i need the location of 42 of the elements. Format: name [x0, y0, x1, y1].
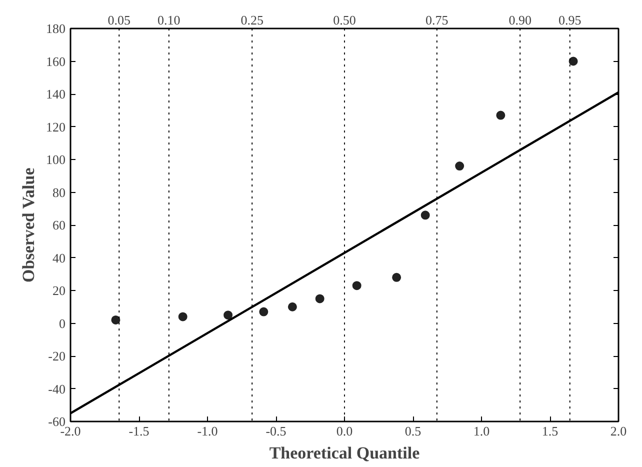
text: 0.10 [158, 12, 180, 28]
point [315, 294, 324, 304]
text: 0.75 [426, 12, 448, 28]
x-tick-label: 1.0 [473, 424, 490, 438]
y-tick-label: 160 [46, 54, 66, 69]
x-tick-label: 1.5 [542, 424, 558, 438]
point [259, 307, 268, 316]
point [178, 312, 188, 322]
y-tick-label: -20 [48, 348, 66, 364]
point [455, 162, 464, 171]
x-tick-label: -1.0 [197, 424, 218, 438]
text: 0.05 [108, 12, 131, 28]
point [392, 272, 402, 282]
x-tick-label: 0.0 [336, 424, 353, 438]
y-tick-label: 100 [46, 152, 66, 167]
text: 0.50 [333, 12, 356, 28]
point [420, 210, 430, 220]
point [224, 310, 233, 320]
x-tick-label: 2.0 [610, 424, 627, 438]
y-tick-label: 140 [46, 86, 66, 102]
text: 0.25 [240, 12, 264, 28]
y-tick-label: 120 [46, 119, 66, 134]
x-axis-title: Theoretical Quantile [269, 444, 420, 462]
y-tick-label: 40 [52, 250, 66, 266]
y-axis-title: Observed Value [19, 167, 38, 283]
x-tick-label: 0.5 [404, 424, 422, 438]
y-tick-label: 0 [59, 316, 66, 331]
text: 0.95 [558, 12, 582, 28]
point [288, 302, 297, 312]
text: 0.90 [508, 12, 532, 28]
y-tick-label: -60 [48, 414, 66, 429]
y-tick-label: -40 [48, 381, 66, 396]
point [496, 110, 506, 120]
y-tick-label: 80 [52, 184, 66, 200]
x-tick-label: -0.5 [266, 424, 286, 438]
point [111, 315, 120, 324]
y-tick-label: 180 [46, 21, 66, 36]
y-tick-label: 60 [52, 218, 66, 232]
y-tick-label: 20 [52, 283, 66, 298]
point [568, 56, 578, 66]
x-tick-label: -1.5 [128, 424, 150, 438]
point [352, 281, 362, 290]
